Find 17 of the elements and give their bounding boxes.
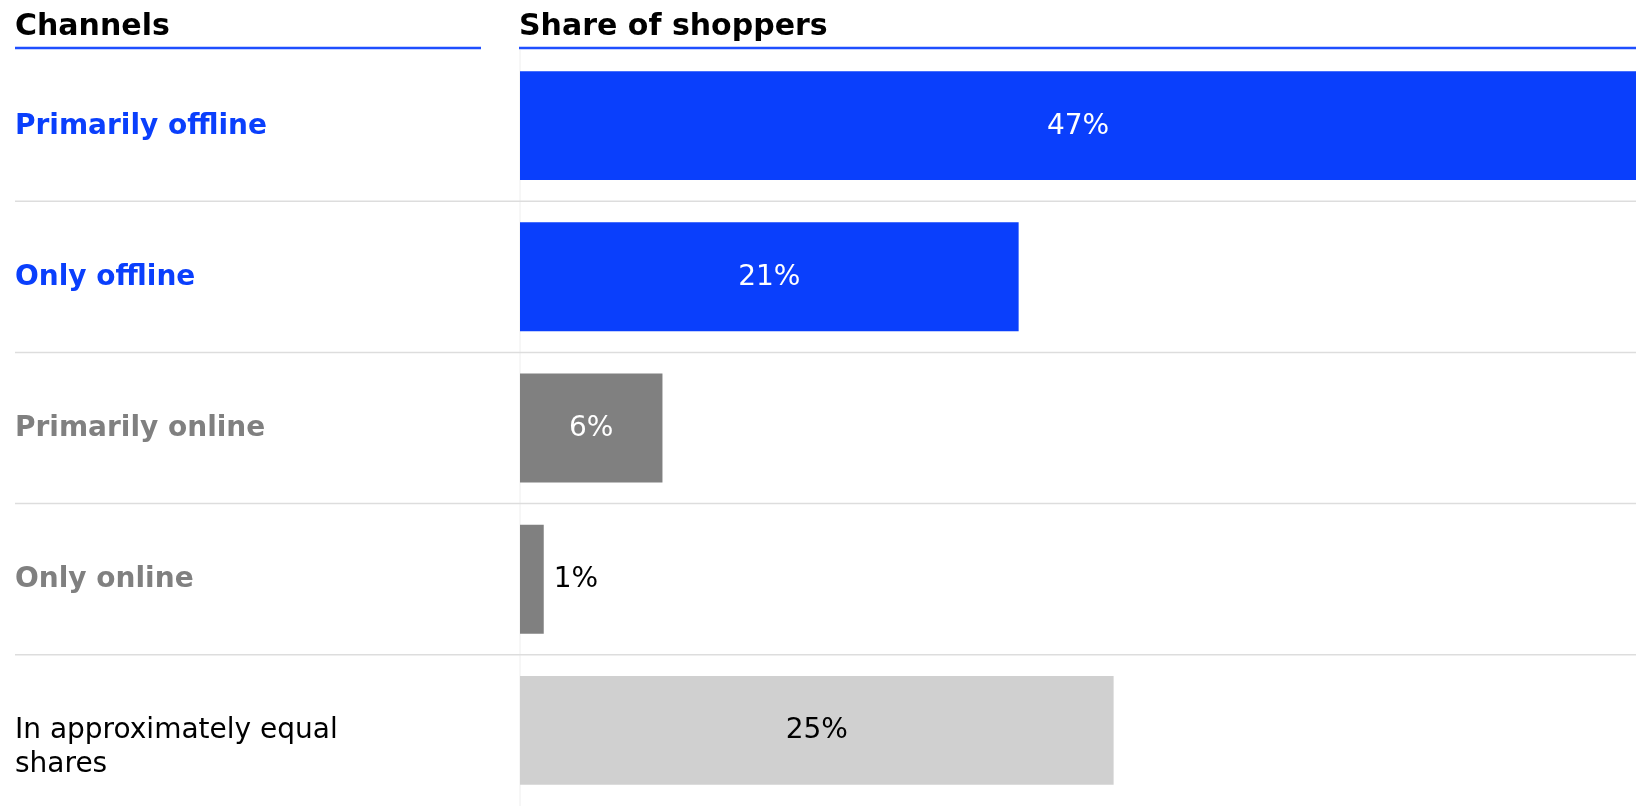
y-tick-label: Primarily offline (15, 107, 268, 141)
y-tick-label: Only offline (15, 258, 196, 292)
data-label: 21% (738, 258, 801, 292)
data-label: 25% (785, 712, 848, 746)
data-label: 47% (1046, 107, 1110, 141)
y-tick-label: In approximately equal shares (15, 712, 338, 780)
bar (520, 222, 1019, 332)
x-axis-title: Share of shoppers (519, 7, 828, 42)
bar (520, 373, 663, 483)
data-label: 1% (553, 561, 599, 595)
bar (520, 524, 544, 634)
bar (520, 675, 1114, 785)
y-tick-label: Only online (15, 561, 194, 595)
bar (520, 71, 1636, 181)
data-label: 6% (569, 410, 614, 443)
y-axis-title: Channels (15, 7, 170, 42)
y-tick-label: Primarily online (15, 410, 266, 443)
